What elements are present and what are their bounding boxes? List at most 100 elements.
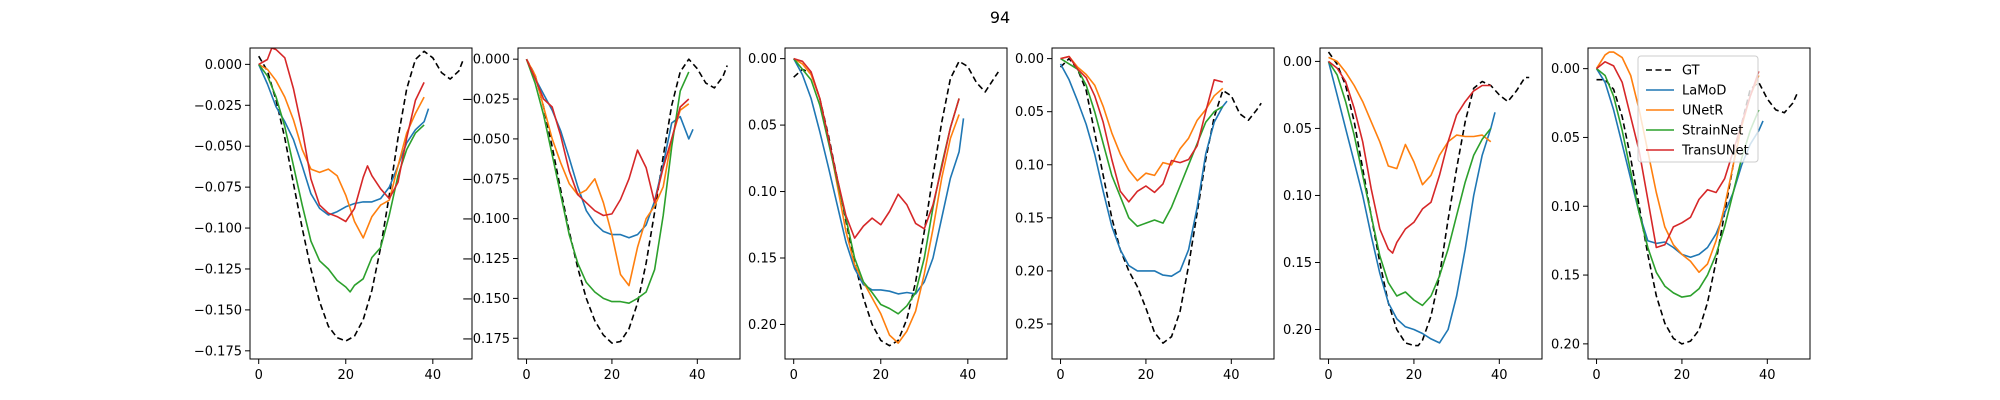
series-line-unetr xyxy=(258,63,425,239)
x-tick-label: 40 xyxy=(1491,368,1508,383)
y-tick-label: 0.20 xyxy=(1015,264,1044,279)
x-tick-label: 0 xyxy=(790,368,798,383)
legend-label-strainnet: StrainNet xyxy=(1682,124,1743,139)
series-line-lamod xyxy=(257,64,430,216)
legend-label-lamod: LaMoD xyxy=(1682,84,1726,99)
series-group xyxy=(792,57,999,347)
y-tick-label: 0.05 xyxy=(1015,105,1044,120)
y-tick-label: 0.15 xyxy=(748,251,777,266)
series-line-lamod xyxy=(1059,63,1228,278)
y-tick-label: −0.125 xyxy=(462,252,510,267)
y-tick-label: −0.050 xyxy=(194,140,242,155)
series-line-transunet xyxy=(258,48,425,223)
series-line-strainnet xyxy=(1327,60,1492,307)
y-tick-label: 0.000 xyxy=(205,58,242,73)
series-group xyxy=(1327,51,1530,347)
x-tick-label: 20 xyxy=(1138,368,1155,383)
y-tick-label: −0.025 xyxy=(462,93,510,108)
y-tick-label: −0.100 xyxy=(194,222,242,237)
series-line-lamod xyxy=(1327,61,1496,344)
y-tick-label: 0.00 xyxy=(1283,55,1312,70)
y-tick-label: 0.00 xyxy=(1551,62,1580,77)
axes-frame xyxy=(1587,47,1811,360)
legend-label-gt: GT xyxy=(1682,64,1700,79)
y-tick-label: −0.025 xyxy=(194,99,242,114)
subplot-5: 0 20 40 0.00 0.05 0.10 0.15 0.20 xyxy=(1283,47,1543,383)
subplot-2: 0 20 40 0.000 −0.025 −0.050 −0.075 −0.100 −0.125… xyxy=(462,47,741,383)
series-line-strainnet xyxy=(525,58,690,305)
x-tick-label: 40 xyxy=(1759,368,1776,383)
x-tick-label: 20 xyxy=(872,368,889,383)
subplot-3: 0 20 40 0.00 0.05 0.10 0.15 0.20 xyxy=(748,47,1008,383)
legend-box xyxy=(1637,55,1759,163)
series-line-strainnet xyxy=(793,58,960,315)
series-line-gt xyxy=(793,60,999,347)
y-tick-label: 0.10 xyxy=(748,185,777,200)
axes-frame xyxy=(249,47,473,360)
y-tick-label: 0.05 xyxy=(748,119,777,134)
series-line-unetr xyxy=(525,58,690,287)
figure-title: 94 xyxy=(990,8,1010,27)
legend: GT LaMoD UNetR StrainNet TransUNet xyxy=(1637,55,1759,163)
x-tick-label: 20 xyxy=(604,368,621,383)
x-tick-label: 40 xyxy=(960,368,977,383)
x-tick-label: 40 xyxy=(1223,368,1240,383)
series-line-transunet xyxy=(1328,60,1491,254)
axes-frame xyxy=(1051,47,1275,360)
series-group xyxy=(257,48,465,342)
series-line-gt xyxy=(1327,51,1530,347)
y-tick-label: 0.00 xyxy=(1015,52,1044,67)
y-tick-label: 0.15 xyxy=(1015,211,1044,226)
y-tick-label: −0.125 xyxy=(194,262,242,277)
legend-label-unetr: UNetR xyxy=(1682,104,1723,119)
y-tick-label: 0.10 xyxy=(1551,200,1580,215)
y-tick-label: 0.05 xyxy=(1551,131,1580,146)
x-tick-label: 0 xyxy=(1324,368,1332,383)
y-tick-label: 0.05 xyxy=(1283,122,1312,137)
y-tick-label: −0.175 xyxy=(462,332,510,347)
y-tick-label: −0.075 xyxy=(462,172,510,187)
x-tick-label: 0 xyxy=(522,368,530,383)
subplot-6: 0 20 40 0.00 0.05 0.10 0.15 0.20 GT LaMoD UNetR Str… xyxy=(1551,47,1811,383)
axes-frame xyxy=(517,47,741,360)
x-tick-label: 40 xyxy=(425,368,442,383)
y-tick-label: −0.175 xyxy=(194,344,242,359)
x-tick-label: 0 xyxy=(1592,368,1600,383)
series-line-gt xyxy=(525,58,728,344)
panels-group: 0 20 400.000−0.025−0.050−0.075−0.100−0.125… xyxy=(194,47,1811,383)
axes-frame xyxy=(1319,47,1543,360)
series-line-lamod xyxy=(792,58,965,295)
y-tick-label: −0.100 xyxy=(462,212,510,227)
series-line-gt xyxy=(258,50,465,342)
y-tick-label: 0.000 xyxy=(473,53,510,68)
x-tick-label: 20 xyxy=(1406,368,1423,383)
y-tick-label: 0.20 xyxy=(1283,323,1312,338)
series-group xyxy=(1059,55,1262,344)
y-tick-label: −0.075 xyxy=(194,181,242,196)
y-tick-label: −0.150 xyxy=(194,303,242,318)
series-line-unetr xyxy=(1328,56,1492,186)
y-tick-label: 0.25 xyxy=(1015,317,1044,332)
x-tick-label: 0 xyxy=(255,368,263,383)
subplot-1: 0 20 40 0.000 −0.025 −0.050 −0.075 −0.100 −0.125… xyxy=(194,47,473,383)
x-tick-label: 0 xyxy=(1056,368,1064,383)
series-line-unetr xyxy=(1060,55,1224,182)
series-line-gt xyxy=(1059,57,1262,344)
axes-frame xyxy=(784,47,1008,360)
series-line-strainnet xyxy=(1595,67,1760,298)
y-tick-label: 0.10 xyxy=(1015,158,1044,173)
x-tick-label: 20 xyxy=(1674,368,1691,383)
y-tick-label: 0.15 xyxy=(1283,256,1312,271)
y-tick-label: 0.15 xyxy=(1551,269,1580,284)
series-line-transunet xyxy=(525,58,690,217)
series-line-transunet xyxy=(1060,55,1223,203)
y-tick-label: 0.20 xyxy=(1551,337,1580,352)
x-tick-label: 40 xyxy=(689,368,706,383)
y-tick-label: −0.050 xyxy=(462,132,510,147)
y-tick-label: −0.150 xyxy=(462,292,510,307)
series-group xyxy=(525,58,728,344)
x-tick-label: 20 xyxy=(337,368,354,383)
legend-label-transunet: TransUNet xyxy=(1681,144,1749,159)
y-tick-label: 0.00 xyxy=(748,52,777,67)
series-line-transunet xyxy=(793,57,960,239)
